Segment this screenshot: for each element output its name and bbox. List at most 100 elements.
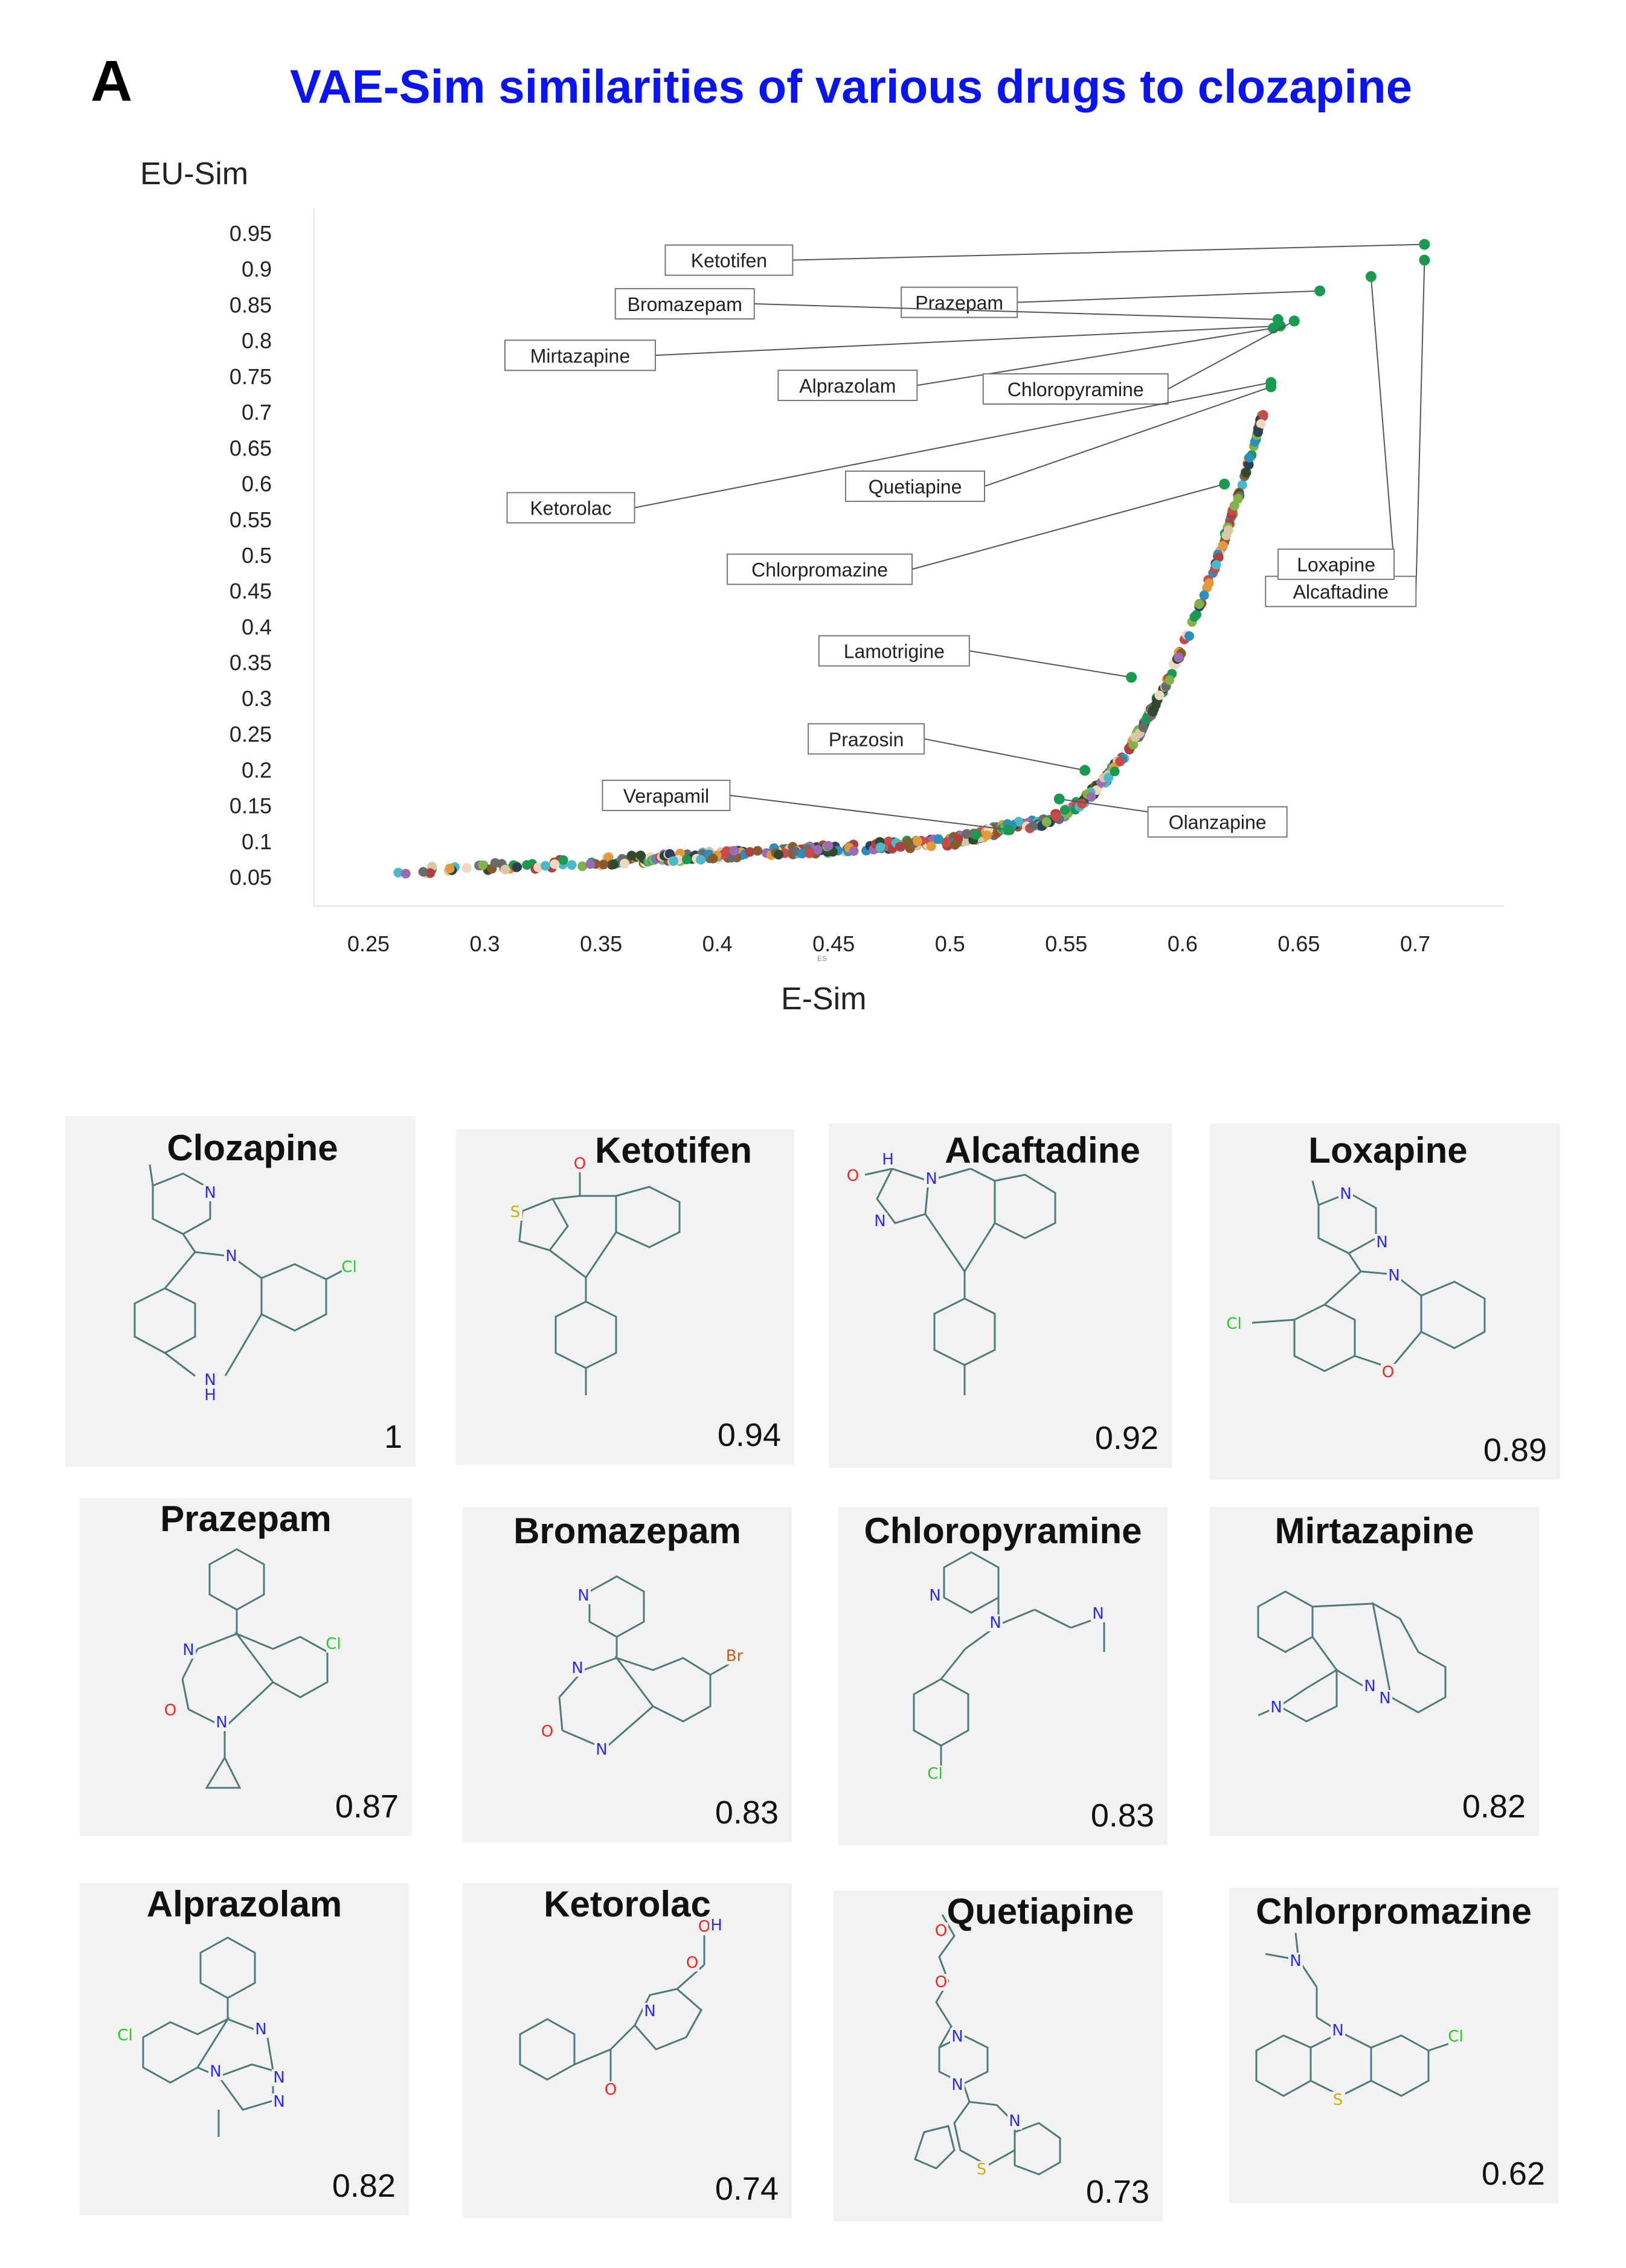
molecule-card-chlorpromazine: Chlorpromazine N N S Cl 0.62 xyxy=(1229,1887,1558,2203)
leader-line xyxy=(1415,260,1425,592)
data-point xyxy=(533,863,544,873)
atom-label-background xyxy=(272,2069,286,2086)
y-tick-label: 0.6 xyxy=(242,472,272,496)
data-point xyxy=(609,859,619,869)
atom-label-oxygen: O xyxy=(164,1701,176,1720)
data-point xyxy=(912,836,922,846)
atom-label-sulfur: S xyxy=(510,1203,521,1221)
mirtazapine-structure-icon: NNN xyxy=(1257,1590,1447,1723)
data-point xyxy=(722,846,732,856)
data-point xyxy=(567,860,577,870)
y-tick-label: 0.45 xyxy=(230,579,272,603)
data-point xyxy=(1237,480,1247,490)
similarity-score: 0.83 xyxy=(1090,1797,1154,1834)
atom-label-oxygen: O xyxy=(605,2081,617,2099)
atom-label-background xyxy=(181,1642,196,1659)
atom-label-oxygen: O xyxy=(574,1155,586,1173)
x-tick-label: 0.25 xyxy=(347,931,390,956)
leader-line xyxy=(924,738,1085,771)
atom-label-chlorine: Cl xyxy=(1448,2028,1463,2046)
similarity-score: 0.87 xyxy=(335,1788,399,1825)
data-point xyxy=(1138,722,1148,733)
data-point xyxy=(478,860,488,870)
data-point xyxy=(950,840,960,850)
highlighted-point xyxy=(1419,239,1430,250)
atom-label-background xyxy=(643,2003,657,2020)
similarity-score: 0.82 xyxy=(332,2168,396,2204)
data-point xyxy=(603,852,614,863)
atom-label-nitrogen: N xyxy=(1092,1605,1104,1623)
highlighted-point xyxy=(1126,672,1137,683)
atom-label-nitrogen: N xyxy=(182,1641,194,1659)
data-point xyxy=(1050,811,1061,821)
data-point xyxy=(1211,560,1221,570)
data-point xyxy=(1165,675,1175,685)
leader-line xyxy=(634,382,1271,509)
molecule-name: Ketorolac xyxy=(544,1884,711,1924)
annotation-label: Ketorolac xyxy=(530,498,611,519)
annotation-box xyxy=(614,288,755,320)
data-point xyxy=(1213,552,1224,562)
data-point xyxy=(926,841,936,851)
atom-label-background xyxy=(881,1151,895,1168)
data-point xyxy=(875,842,885,852)
chloropyramine-structure-icon: N N N Cl xyxy=(913,1551,1105,1783)
data-point xyxy=(1256,419,1266,429)
data-point xyxy=(849,846,859,856)
data-point xyxy=(1115,756,1125,766)
atom-label-nitrogen: N xyxy=(273,2093,284,2111)
atom-label-background xyxy=(603,2081,618,2098)
annotation-box xyxy=(808,723,925,755)
atom-label-nitrogen: N xyxy=(1364,1677,1375,1695)
molecule-name: Bromazepam xyxy=(513,1511,741,1551)
atom-label-nitrogen: N xyxy=(596,1741,607,1759)
scatter-plot: 0.95 0.9 0.85 0.8 0.75 0.7 0.65 0.6 0.55 0.5 0.45 0… xyxy=(230,208,1504,956)
atom-label-background xyxy=(1091,1605,1105,1622)
annotation-box xyxy=(1265,576,1417,608)
atom-label-chlorine: Cl xyxy=(1226,1315,1241,1333)
atom-label-hydrogen: H xyxy=(882,1151,894,1169)
atom-label-background xyxy=(1331,2092,1345,2109)
molecule-name: Loxapine xyxy=(1308,1130,1468,1171)
atom-label-background xyxy=(1448,2028,1463,2045)
atom-label-nitrogen: N xyxy=(204,1184,216,1202)
annotation-label: Ketotifen xyxy=(691,250,767,272)
molecule-name: Quetiapine xyxy=(946,1891,1134,1932)
annotation-label: Verapamil xyxy=(623,785,709,807)
data-point xyxy=(669,856,679,866)
atom-label-background xyxy=(928,1587,942,1604)
atom-label-background xyxy=(685,1955,699,1971)
y-tick-label: 0.8 xyxy=(242,329,272,353)
leader-line xyxy=(1017,290,1320,303)
atom-label-background xyxy=(1375,1234,1389,1251)
atom-label-background xyxy=(573,1155,587,1172)
atom-label-chlorine: Cl xyxy=(927,1765,942,1783)
atom-label-nitrogen: N xyxy=(1332,2022,1343,2040)
annotation-box xyxy=(602,779,731,811)
atom-label-oxygen: O xyxy=(847,1167,859,1185)
atom-label-nitrogen: N xyxy=(951,2076,963,2094)
data-point xyxy=(445,863,455,873)
y-tick-label: 0.95 xyxy=(230,221,272,246)
data-point xyxy=(490,858,500,868)
atom-label-background xyxy=(974,2161,989,2178)
molecule-name: Clozapine xyxy=(167,1128,338,1168)
similarity-score: 1 xyxy=(384,1419,402,1455)
data-point xyxy=(1244,460,1254,470)
data-point xyxy=(664,849,675,859)
annotation-label: Chlorpromazine xyxy=(751,559,888,581)
annotation-label: Prazosin xyxy=(829,728,904,750)
data-point xyxy=(550,859,560,869)
y-tick-label: 0.15 xyxy=(230,794,272,818)
atom-label-background xyxy=(950,2077,965,2093)
atom-label-background xyxy=(1331,2022,1345,2039)
atom-label-background xyxy=(924,1171,939,1187)
data-point xyxy=(1041,817,1052,827)
data-point xyxy=(1189,612,1200,622)
data-point xyxy=(1241,467,1252,478)
atom-label-background xyxy=(203,1387,217,1404)
atom-label-background xyxy=(1338,1186,1353,1203)
data-point xyxy=(1258,410,1268,420)
